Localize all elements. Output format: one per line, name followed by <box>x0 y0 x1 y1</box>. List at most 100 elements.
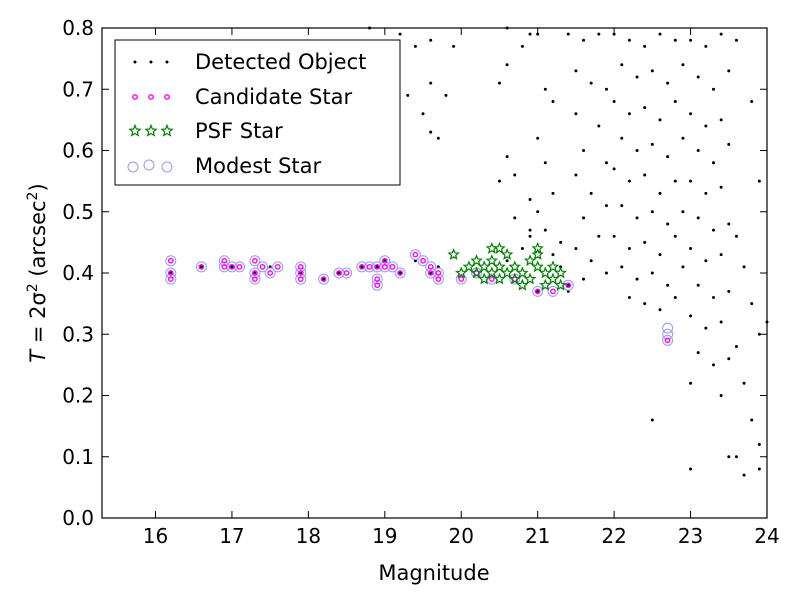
point-candidate-star <box>366 263 373 270</box>
point-candidate-star <box>374 263 381 270</box>
point-detected-object <box>566 32 570 36</box>
point-detected-object <box>704 44 708 48</box>
point-modest-star <box>165 267 177 279</box>
point-candidate-star <box>221 263 228 270</box>
point-detected-object <box>528 234 532 238</box>
x-axis-label: Magnitude <box>378 561 489 585</box>
point-detected-object <box>536 136 540 140</box>
point-psf-star <box>493 272 506 285</box>
point-detected-object <box>673 234 677 238</box>
point-detected-object <box>620 204 624 208</box>
point-modest-star <box>432 273 444 285</box>
points-layer <box>165 26 769 477</box>
point-detected-object <box>681 136 685 140</box>
point-detected-object <box>322 277 326 281</box>
point-detected-object <box>742 381 746 385</box>
point-detected-object <box>711 228 715 232</box>
point-candidate-star <box>374 282 381 289</box>
point-detected-object <box>650 271 654 275</box>
point-psf-star <box>455 266 468 279</box>
point-modest-star <box>379 255 391 267</box>
point-candidate-star <box>236 263 243 270</box>
legend-box <box>114 39 401 186</box>
point-detected-object <box>666 155 670 159</box>
point-candidate-star <box>167 276 174 283</box>
point-detected-object <box>750 302 754 306</box>
point-detected-object <box>742 473 746 477</box>
y-tick-label: 0.2 <box>62 384 94 408</box>
point-detected-object <box>635 75 639 79</box>
point-detected-object <box>543 228 547 232</box>
point-psf-star <box>485 266 499 279</box>
point-detected-object <box>689 179 693 183</box>
point-candidate-star <box>267 270 274 276</box>
point-detected-object <box>612 234 616 238</box>
point-detected-object <box>673 296 677 299</box>
point-detected-object <box>627 247 631 250</box>
point-candidate-star <box>427 270 434 276</box>
point-psf-star <box>546 260 560 273</box>
point-detected-object <box>734 234 738 238</box>
y-tick-label: 0.5 <box>62 200 94 224</box>
point-detected-object <box>589 191 593 195</box>
point-detected-object <box>696 283 700 287</box>
point-modest-star <box>165 255 177 267</box>
point-detected-object <box>673 100 677 103</box>
point-candidate-star <box>198 263 205 270</box>
point-modest-star <box>425 261 437 273</box>
point-psf-star <box>546 272 560 285</box>
x-tick-label: 23 <box>678 524 703 548</box>
point-modest-star <box>295 267 307 279</box>
point-detected-object <box>444 93 448 97</box>
point-candidate-star <box>167 257 174 264</box>
point-detected-object <box>406 93 410 97</box>
legend-entry-detected: Detected Object <box>133 50 366 74</box>
point-detected-object <box>704 326 708 330</box>
point-candidate-star <box>358 263 365 270</box>
legend-marker-candidate-2 <box>148 94 154 100</box>
point-detected-object <box>597 124 601 128</box>
point-detected-object <box>727 69 731 73</box>
point-detected-object <box>413 44 417 48</box>
point-candidate-star <box>251 257 258 264</box>
point-candidate-star <box>251 270 258 276</box>
point-detected-object <box>635 149 639 152</box>
point-detected-object <box>704 124 708 128</box>
point-detected-object <box>421 112 425 116</box>
point-candidate-star <box>435 270 442 276</box>
y-tick-label: 0.4 <box>62 261 94 285</box>
point-detected-object <box>681 265 685 269</box>
point-detected-object <box>757 467 761 471</box>
point-candidate-star <box>381 263 388 270</box>
point-psf-star <box>462 260 476 273</box>
point-psf-star <box>485 254 499 267</box>
point-detected-object <box>436 136 440 140</box>
point-candidate-star <box>488 276 495 283</box>
point-detected-object <box>337 271 341 275</box>
x-tick-label: 19 <box>372 524 397 548</box>
point-detected-object <box>727 142 731 146</box>
point-detected-object <box>757 332 761 336</box>
point-candidate-star <box>167 270 174 276</box>
point-detected-object <box>574 69 578 73</box>
point-detected-object <box>513 216 517 220</box>
point-detected-object <box>689 247 693 250</box>
point-detected-object <box>627 179 631 183</box>
point-detected-object <box>452 44 456 48</box>
legend-label-modest: Modest Star <box>195 154 321 178</box>
point-detected-object <box>696 351 700 355</box>
point-psf-star <box>470 254 483 267</box>
point-modest-star <box>318 273 330 285</box>
x-tick-label: 21 <box>525 524 550 548</box>
point-psf-star <box>477 272 491 285</box>
legend-marker-psf-1 <box>128 123 142 137</box>
y-tick-label: 0.0 <box>62 506 94 530</box>
point-modest-star <box>417 255 429 267</box>
point-candidate-star <box>221 257 228 264</box>
point-detected-object <box>689 467 693 471</box>
legend-marker-modest-1 <box>127 161 139 173</box>
point-modest-star <box>249 255 261 267</box>
point-detected-object <box>528 198 532 201</box>
point-detected-object <box>513 173 517 177</box>
point-candidate-star <box>251 276 258 283</box>
